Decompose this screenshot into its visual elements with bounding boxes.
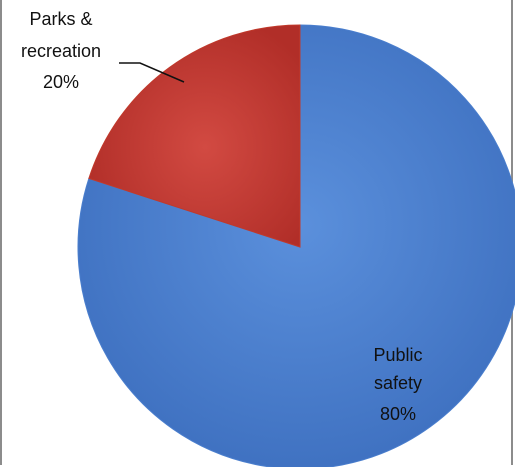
- leader-line: [119, 62, 185, 83]
- slice-label-public-line2: safety: [374, 373, 422, 393]
- pie-slices: [77, 24, 515, 467]
- slice-percent-public: 80%: [380, 404, 416, 424]
- slice-label-parks-line1: Parks &: [29, 9, 92, 29]
- slice-label-parks-line2: recreation: [21, 41, 101, 61]
- pie-slice-parks-recreation: [88, 24, 301, 248]
- slice-percent-parks: 20%: [43, 72, 79, 92]
- slice-label-public-line1: Public: [373, 345, 422, 365]
